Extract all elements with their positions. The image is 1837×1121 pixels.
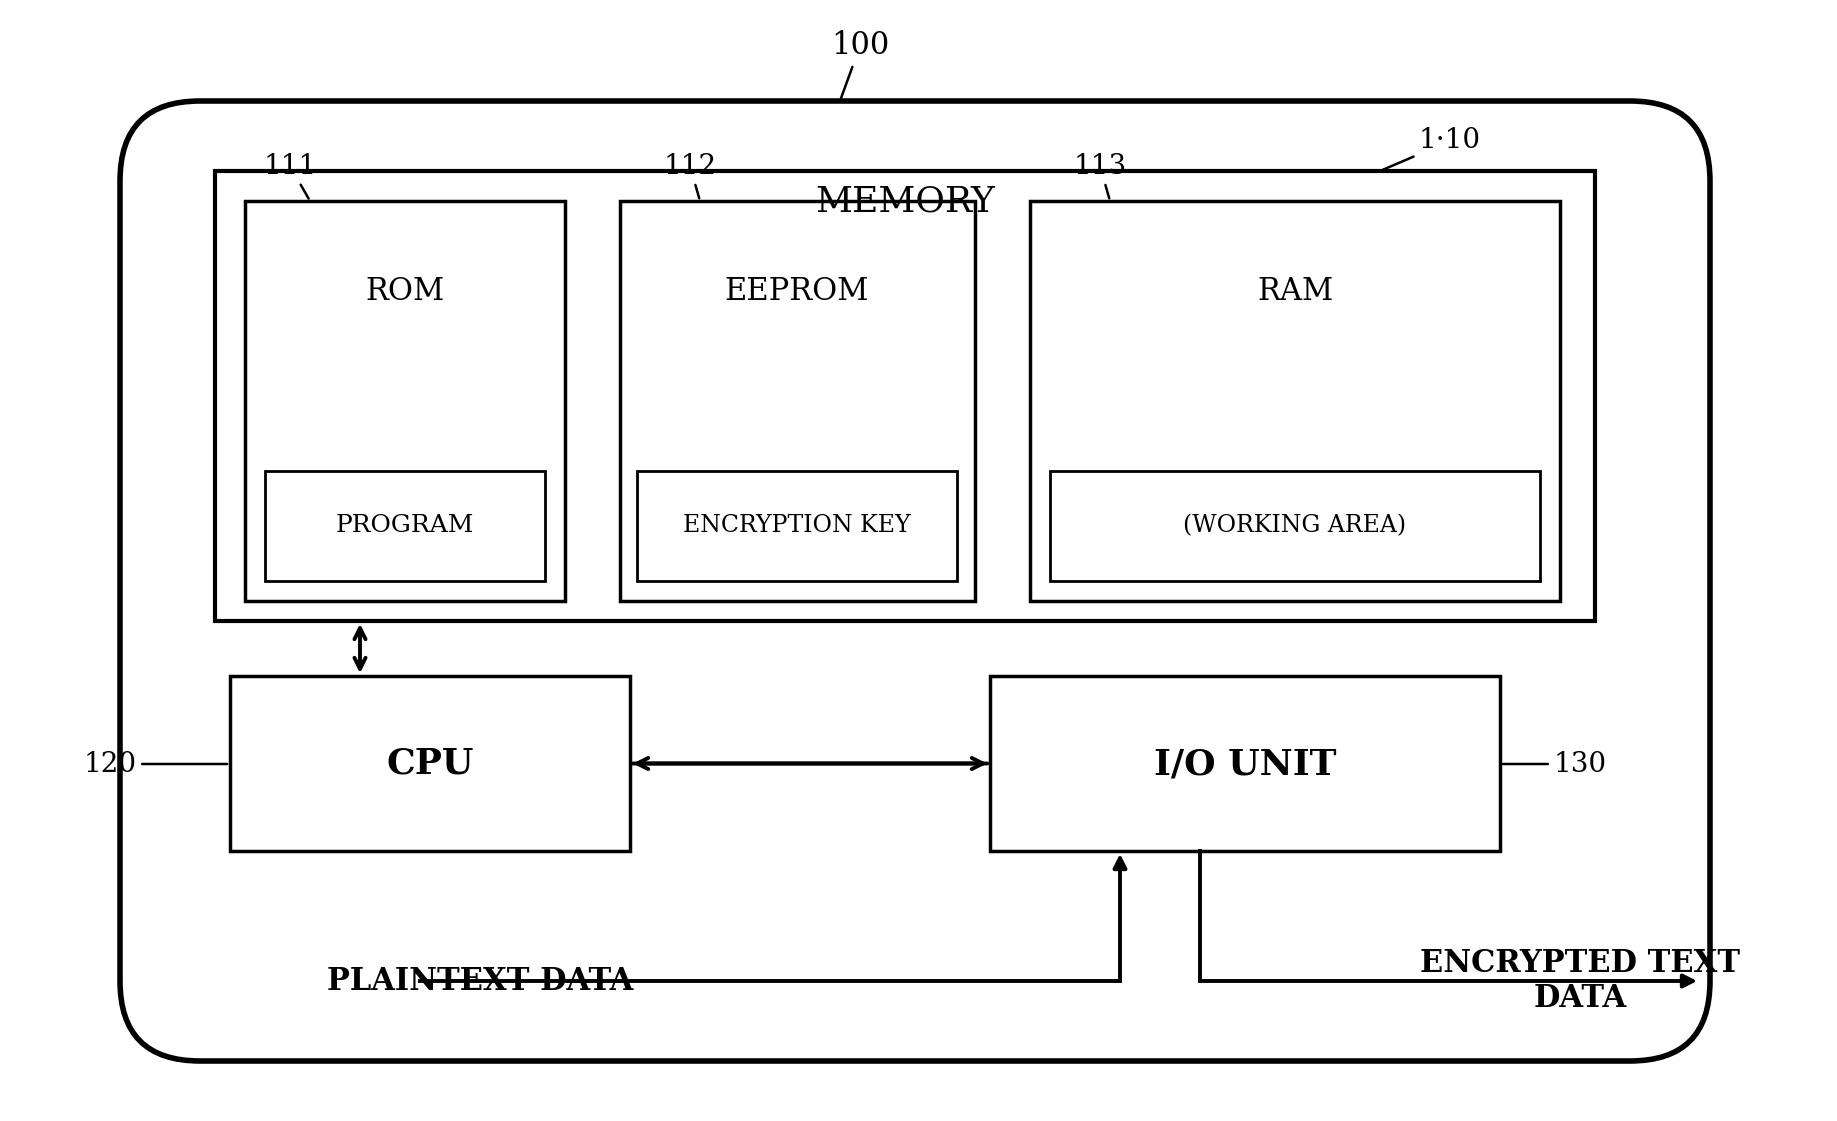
Bar <box>621 201 975 601</box>
Text: RAM: RAM <box>1257 276 1334 306</box>
Text: EEPROM: EEPROM <box>726 276 869 306</box>
Text: 112: 112 <box>663 152 716 198</box>
Text: 1·10: 1·10 <box>1383 128 1481 170</box>
Text: (WORKING AREA): (WORKING AREA) <box>1183 515 1407 537</box>
Text: ENCRYPTION KEY: ENCRYPTION KEY <box>683 515 911 537</box>
Bar <box>990 676 1501 851</box>
Text: 111: 111 <box>263 152 316 198</box>
Bar <box>230 676 630 851</box>
Text: ROM: ROM <box>366 276 445 306</box>
Text: 130: 130 <box>1503 750 1607 778</box>
Bar <box>637 471 957 581</box>
FancyBboxPatch shape <box>119 101 1710 1060</box>
Text: I/O UNIT: I/O UNIT <box>1154 747 1335 781</box>
Bar <box>265 471 546 581</box>
Text: 100: 100 <box>830 30 889 99</box>
Text: 113: 113 <box>1073 152 1126 198</box>
Bar <box>244 201 566 601</box>
Text: ENCRYPTED TEXT
DATA: ENCRYPTED TEXT DATA <box>1420 947 1740 1015</box>
Text: 120: 120 <box>83 750 228 778</box>
Text: MEMORY: MEMORY <box>816 184 996 217</box>
Bar <box>1031 201 1560 601</box>
Bar <box>1051 471 1539 581</box>
Text: PROGRAM: PROGRAM <box>336 515 474 537</box>
Text: PLAINTEXT DATA: PLAINTEXT DATA <box>327 965 634 997</box>
Bar <box>215 172 1595 621</box>
Text: CPU: CPU <box>386 747 474 781</box>
